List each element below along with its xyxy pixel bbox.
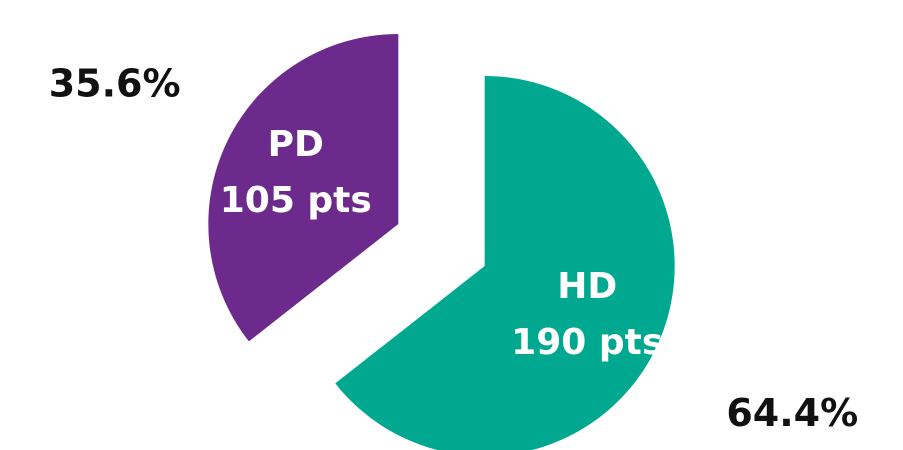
percent-label: 35.6% xyxy=(49,62,181,106)
slice-count: 190 pts xyxy=(511,322,663,363)
pie-slice xyxy=(208,34,399,342)
slice-label: HD xyxy=(557,266,617,307)
slice-count: 105 pts xyxy=(220,180,372,221)
pie-slice xyxy=(335,75,675,450)
slice-label: PD xyxy=(268,124,324,165)
percent-label: 64.4% xyxy=(726,391,858,435)
